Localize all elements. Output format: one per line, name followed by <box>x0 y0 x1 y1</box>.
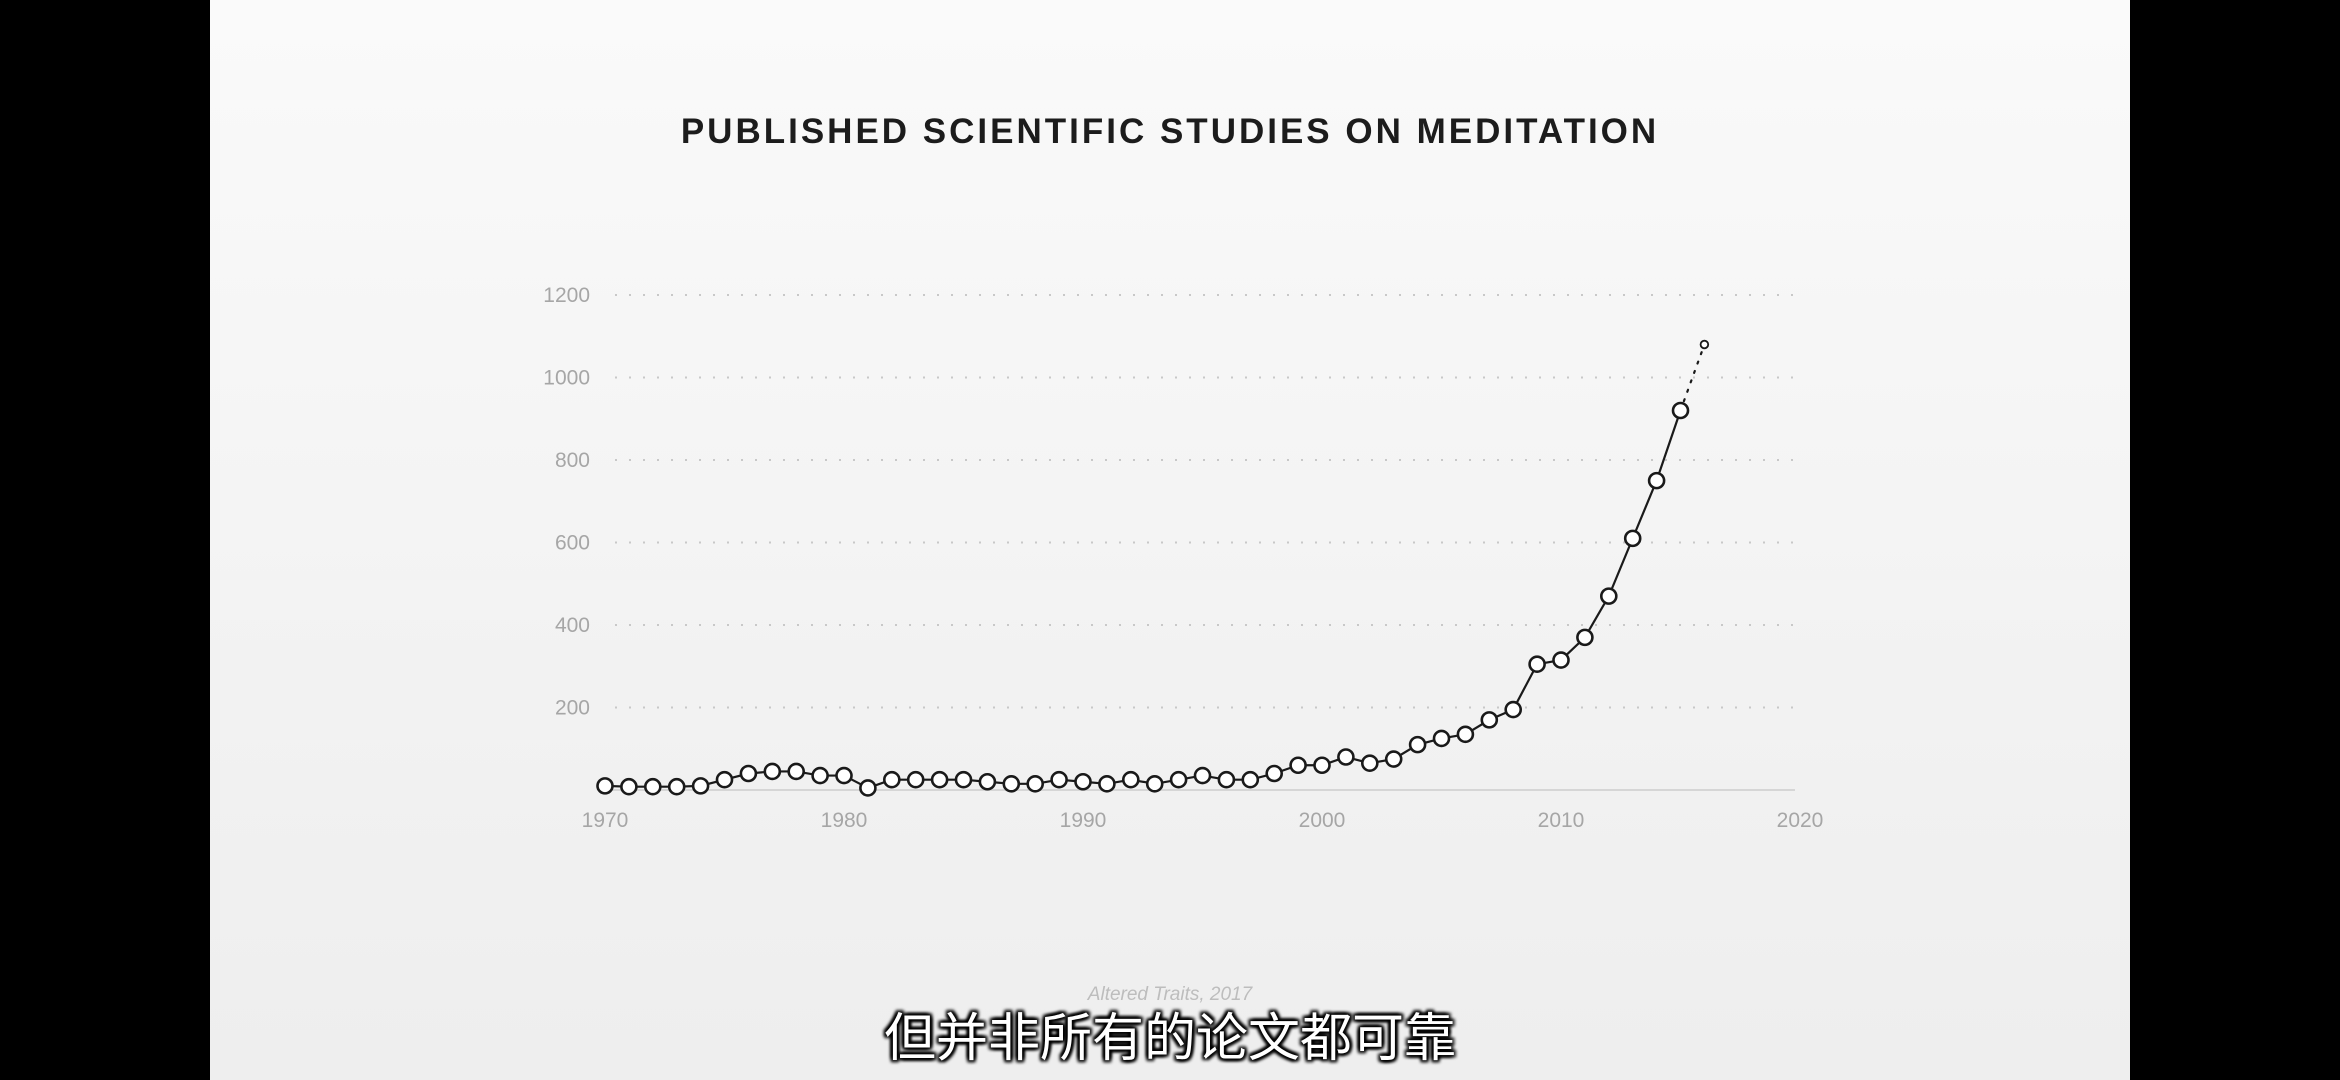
x-tick-label: 1990 <box>1060 809 1107 832</box>
data-point <box>1600 587 1618 605</box>
data-point <box>1528 655 1546 673</box>
data-point <box>1050 770 1068 789</box>
x-tick-label: 1980 <box>821 809 868 832</box>
video-frame: PUBLISHED SCIENTIFIC STUDIES ON MEDITATI… <box>210 0 2130 1080</box>
data-point <box>930 770 949 789</box>
data-point <box>691 777 710 795</box>
x-tick-label: 2000 <box>1299 809 1346 832</box>
y-tick-label: 800 <box>555 449 590 472</box>
data-point <box>1169 770 1188 789</box>
data-point <box>739 764 758 783</box>
data-point <box>1289 756 1307 775</box>
data-point <box>1241 770 1260 789</box>
data-point <box>1647 471 1666 490</box>
data-point <box>763 762 782 781</box>
y-tick-label: 1000 <box>543 367 590 390</box>
x-tick-label: 2020 <box>1777 809 1824 832</box>
data-point <box>954 770 973 789</box>
data-point <box>715 770 734 789</box>
y-tick-label: 1200 <box>543 284 590 307</box>
data-point <box>1384 750 1403 768</box>
data-point <box>1121 770 1140 789</box>
data-point <box>1552 651 1570 669</box>
data-point <box>1098 775 1116 793</box>
chart-title: PUBLISHED SCIENTIFIC STUDIES ON MEDITATI… <box>680 112 1660 151</box>
line-chart: 200 400 600 800 1000 1200 1970 1980 1990 2000 2010… <box>543 284 1824 832</box>
data-point <box>1671 401 1690 420</box>
data-point <box>667 777 686 796</box>
y-tick-label: 600 <box>555 532 590 555</box>
data-point <box>1217 770 1236 789</box>
data-point <box>1504 700 1522 719</box>
data-point <box>1074 772 1092 791</box>
data-point <box>906 770 925 789</box>
data-point <box>643 777 662 796</box>
data-point <box>1145 775 1164 793</box>
x-tick-label: 1970 <box>582 809 629 832</box>
x-tick-label: 2010 <box>1538 809 1585 832</box>
data-point <box>1313 756 1331 775</box>
data-point <box>1026 775 1045 793</box>
data-point <box>1480 711 1499 729</box>
data-point <box>835 766 853 785</box>
data-point <box>1265 764 1283 783</box>
y-tick-label: 400 <box>555 614 590 637</box>
data-point <box>787 762 806 781</box>
projection-line <box>1679 343 1706 412</box>
data-point <box>1408 735 1427 754</box>
source-note: Altered Traits, 2017 <box>1087 984 1253 1005</box>
data-point <box>620 777 638 796</box>
data-point <box>1193 766 1212 785</box>
data-point <box>1456 725 1475 744</box>
y-tick-label: 200 <box>555 697 590 720</box>
data-point <box>1623 529 1642 548</box>
video-subtitle: 但并非所有的论文都可靠 <box>883 1009 1456 1069</box>
data-point <box>1432 729 1451 748</box>
series-line <box>604 410 1682 790</box>
data-point <box>596 777 614 795</box>
data-point <box>811 766 829 785</box>
data-point <box>1361 754 1379 772</box>
data-point <box>1337 748 1355 766</box>
data-point <box>1576 628 1594 647</box>
data-point <box>1699 339 1710 350</box>
data-point <box>859 779 877 797</box>
data-point <box>1002 775 1021 793</box>
data-point <box>882 770 901 789</box>
data-point <box>978 772 997 791</box>
